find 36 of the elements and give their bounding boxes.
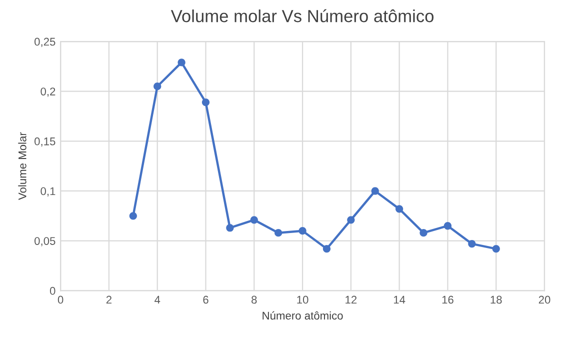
point: [129, 212, 137, 220]
x-tick-label: 6: [203, 296, 208, 304]
point: [395, 205, 404, 213]
point: [444, 222, 452, 230]
point: [468, 240, 476, 248]
point: [298, 227, 306, 235]
x-tick-label: 10: [297, 296, 308, 304]
x-tick-label: 2: [106, 296, 112, 304]
point: [154, 82, 162, 90]
y-axis-title: Volume Molar: [18, 132, 26, 200]
y-tick-label: 0,25: [34, 38, 56, 47]
y-tick-label: 0: [50, 286, 56, 295]
y-tick-label: 0,05: [34, 237, 56, 246]
point: [371, 187, 379, 195]
point: [178, 58, 186, 66]
chart-title: Volume molar Vs Número atômico: [170, 9, 434, 22]
x-tick-label: 12: [346, 296, 357, 304]
point: [250, 216, 258, 224]
x-tick-label: 14: [394, 296, 406, 304]
point: [274, 229, 282, 237]
y-tick-label: 0,15: [34, 137, 56, 147]
point: [420, 229, 428, 237]
point: [347, 216, 355, 224]
x-tick-label: 18: [490, 296, 502, 304]
y-tick-label: 0,2: [40, 88, 56, 97]
x-tick-label: 20: [538, 296, 550, 304]
x-axis-title: Número atômico: [262, 311, 343, 320]
point: [492, 244, 500, 253]
x-tick-label: 8: [252, 296, 257, 304]
x-tick-label: 0: [58, 296, 64, 304]
point: [202, 98, 210, 106]
y-tick-label: 0,1: [40, 187, 56, 196]
x-tick-label: 16: [442, 296, 454, 304]
point: [226, 224, 234, 232]
x-tick-label: 4: [154, 296, 160, 304]
point: [322, 244, 331, 253]
